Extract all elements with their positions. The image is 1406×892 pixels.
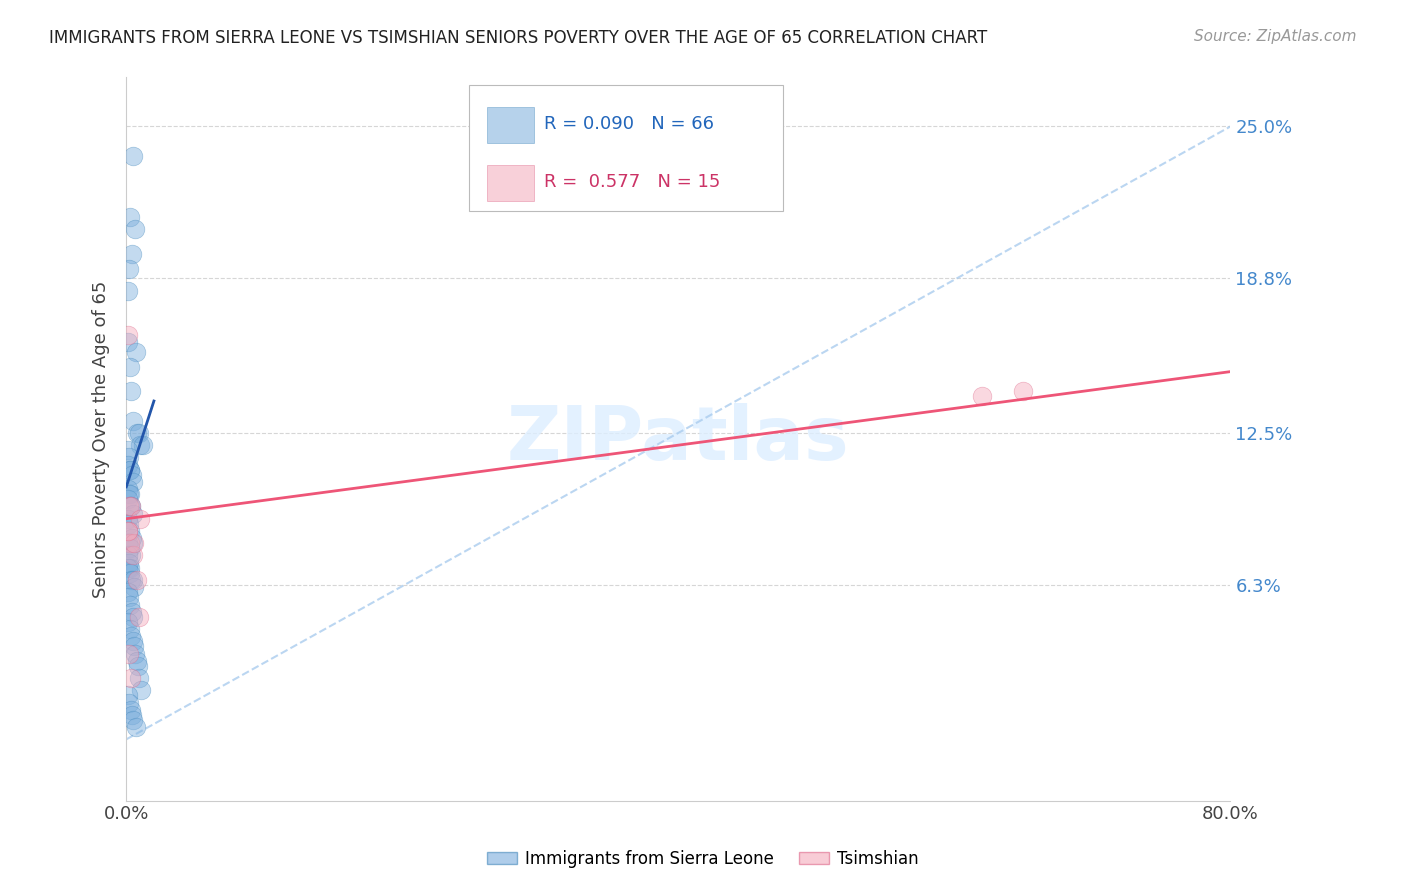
Point (117, 335, 139, 350)
Point (122, 580, 145, 594)
Point (118, 566, 141, 580)
Point (117, 492, 139, 507)
Point (128, 425, 150, 440)
Point (118, 463, 141, 477)
Point (124, 647, 146, 661)
Point (122, 414, 145, 428)
Point (118, 261, 141, 276)
Point (1012, 384, 1035, 399)
Text: IMMIGRANTS FROM SIERRA LEONE VS TSIMSHIAN SENIORS POVERTY OVER THE AGE OF 65 COR: IMMIGRANTS FROM SIERRA LEONE VS TSIMSHIA… (49, 29, 987, 46)
Point (122, 536, 145, 550)
Y-axis label: Seniors Poverty Over the Age of 65: Seniors Poverty Over the Age of 65 (93, 280, 110, 598)
Point (121, 707, 143, 722)
Point (128, 609, 150, 624)
Point (120, 671, 142, 685)
Point (121, 605, 143, 619)
Point (127, 425, 149, 440)
Point (120, 500, 142, 514)
Point (125, 345, 148, 359)
Point (117, 585, 139, 599)
Point (122, 609, 145, 624)
Point (125, 654, 148, 668)
Point (118, 487, 141, 501)
Point (117, 524, 139, 538)
Point (120, 703, 142, 717)
Point (118, 647, 141, 661)
Point (120, 500, 142, 514)
Point (117, 443, 139, 458)
Point (117, 524, 139, 538)
Point (122, 149, 145, 163)
Point (117, 512, 139, 526)
Point (117, 327, 139, 342)
Point (117, 458, 139, 472)
Point (124, 222, 146, 236)
Point (129, 683, 152, 698)
Point (128, 671, 150, 685)
Point (118, 516, 141, 531)
Point (121, 549, 143, 563)
Point (122, 639, 145, 653)
Point (120, 573, 142, 587)
Point (970, 389, 993, 403)
Point (121, 247, 143, 261)
Point (118, 590, 141, 604)
Point (118, 536, 141, 550)
Point (129, 438, 152, 452)
Legend: Immigrants from Sierra Leone, Tsimshian: Immigrants from Sierra Leone, Tsimshian (481, 844, 925, 875)
FancyBboxPatch shape (488, 165, 534, 201)
Point (120, 549, 142, 563)
Point (129, 512, 152, 526)
Point (121, 573, 143, 587)
Point (122, 536, 145, 550)
Point (120, 629, 142, 643)
Point (117, 536, 139, 550)
Point (122, 475, 145, 489)
Point (120, 487, 142, 501)
Point (117, 284, 139, 298)
FancyBboxPatch shape (488, 107, 534, 143)
Point (118, 450, 141, 465)
Point (121, 507, 143, 521)
Point (118, 500, 141, 514)
Point (120, 560, 142, 574)
Point (121, 467, 143, 482)
Point (118, 500, 141, 514)
Point (121, 531, 143, 545)
Point (117, 483, 139, 497)
Point (118, 359, 141, 374)
Text: Source: ZipAtlas.com: Source: ZipAtlas.com (1194, 29, 1357, 44)
FancyBboxPatch shape (468, 85, 783, 211)
Point (117, 688, 139, 702)
Point (117, 549, 139, 563)
Point (120, 463, 142, 477)
Point (121, 634, 143, 648)
Point (127, 573, 149, 587)
Text: R =  0.577   N = 15: R = 0.577 N = 15 (544, 173, 720, 191)
Point (117, 560, 139, 574)
Point (122, 713, 145, 727)
Point (125, 720, 148, 734)
Point (120, 384, 142, 399)
Point (118, 622, 141, 636)
Point (118, 696, 141, 710)
Text: R = 0.090   N = 66: R = 0.090 N = 66 (544, 115, 714, 133)
Text: ZIPatlas: ZIPatlas (508, 402, 849, 475)
Point (118, 556, 141, 570)
Point (127, 658, 149, 673)
Point (118, 541, 141, 555)
Point (120, 210, 142, 224)
Point (132, 438, 155, 452)
Point (117, 615, 139, 629)
Point (120, 598, 142, 612)
Point (120, 524, 142, 538)
